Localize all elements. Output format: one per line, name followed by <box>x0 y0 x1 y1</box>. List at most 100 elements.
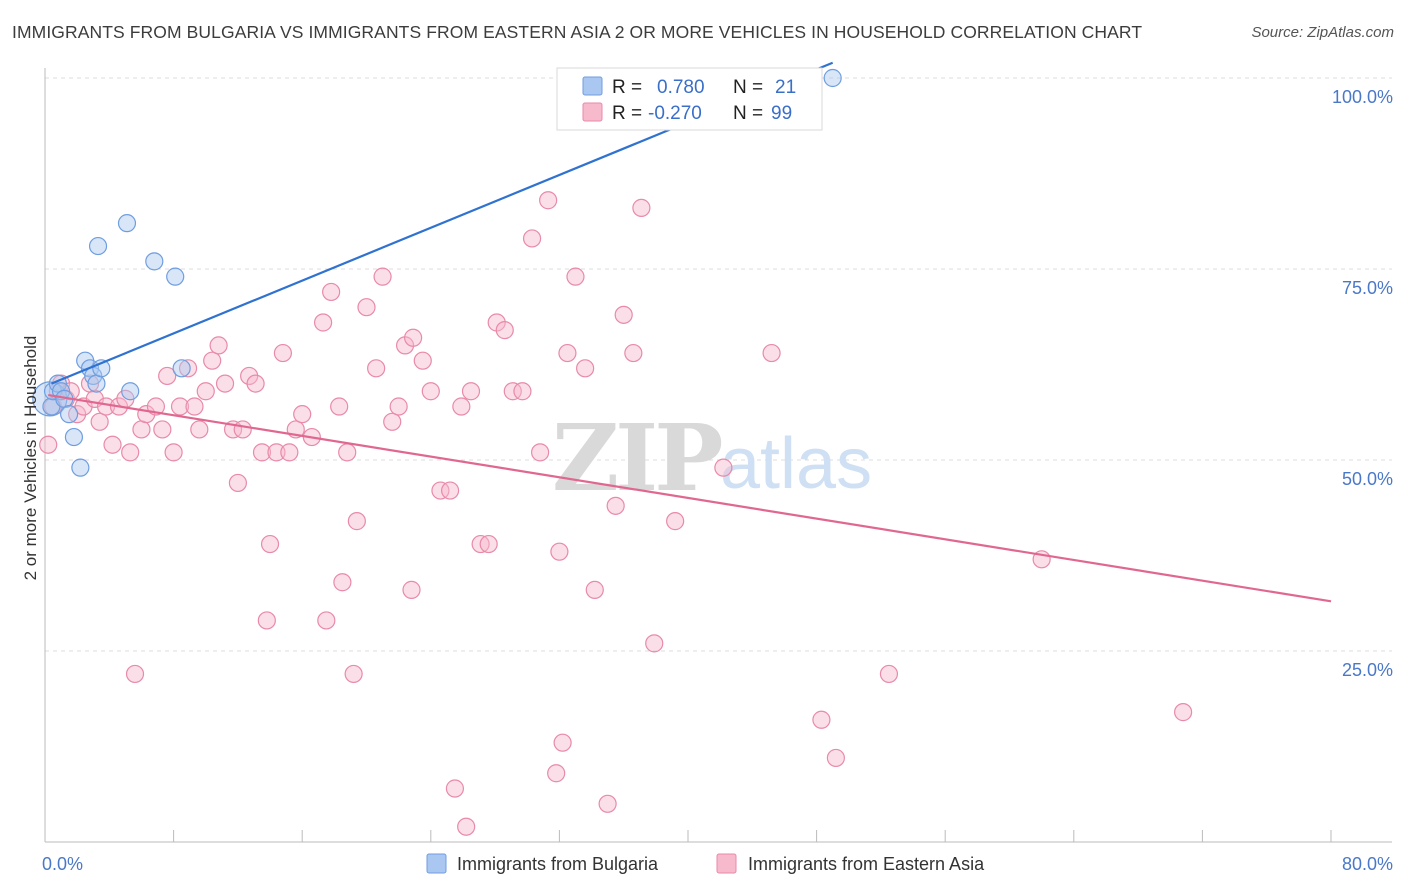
point-eastern-asia <box>178 359 198 378</box>
point-eastern-asia <box>389 397 408 416</box>
legend: Immigrants from Bulgaria Immigrants from… <box>426 853 985 874</box>
point-eastern-asia <box>550 542 569 561</box>
point-eastern-asia <box>826 748 845 768</box>
point-eastern-asia <box>103 435 122 454</box>
point-eastern-asia <box>293 405 312 424</box>
point-eastern-asia <box>513 382 532 401</box>
point-bulgaria <box>87 374 106 393</box>
point-eastern-asia <box>90 412 109 431</box>
point-eastern-asia <box>273 343 293 363</box>
stats-box: R = 0.780 N = 21 R = -0.270 N = 99 <box>556 67 823 131</box>
y-tick-label: 50.0% <box>1342 469 1393 489</box>
point-eastern-asia <box>404 328 423 347</box>
point-eastern-asia <box>495 321 514 340</box>
point-eastern-asia <box>714 458 733 477</box>
chart-title: IMMIGRANTS FROM BULGARIA VS IMMIGRANTS F… <box>12 22 1143 42</box>
point-eastern-asia <box>333 573 352 592</box>
point-eastern-asia <box>614 305 633 324</box>
point-eastern-asia <box>576 359 595 378</box>
point-eastern-asia <box>209 336 228 355</box>
stats-n-label: N = <box>733 103 763 124</box>
legend-swatch-eastern-asia <box>716 853 737 874</box>
point-eastern-asia <box>461 382 481 401</box>
point-eastern-asia <box>452 397 471 416</box>
watermark-zip: ZIP <box>552 404 721 512</box>
stats-r-value-eastern-asia: -0.270 <box>648 103 702 124</box>
stats-swatch-eastern-asia <box>582 102 603 122</box>
x-tick-label: 0.0% <box>42 854 83 874</box>
point-eastern-asia <box>267 443 286 462</box>
point-eastern-asia <box>624 343 643 363</box>
point-bulgaria <box>117 214 137 233</box>
point-eastern-asia <box>170 397 190 416</box>
stats-r-value-bulgaria: 0.780 <box>657 77 705 98</box>
point-eastern-asia <box>158 366 177 386</box>
stats-n-value-bulgaria: 21 <box>775 77 796 98</box>
y-axis-label: 2 or more Vehicles in Household <box>21 336 40 581</box>
point-eastern-asia <box>553 733 572 752</box>
point-eastern-asia <box>445 779 465 798</box>
point-eastern-asia <box>440 481 460 500</box>
point-bulgaria <box>60 405 79 424</box>
point-eastern-asia <box>252 443 272 462</box>
point-bulgaria <box>823 68 842 88</box>
point-eastern-asia <box>313 313 333 332</box>
point-eastern-asia <box>373 267 392 286</box>
point-eastern-asia <box>330 397 349 416</box>
point-eastern-asia <box>1174 703 1193 722</box>
point-eastern-asia <box>383 412 402 431</box>
point-eastern-asia <box>240 366 259 386</box>
point-eastern-asia <box>402 580 421 599</box>
gridlines <box>45 77 1392 652</box>
point-eastern-asia <box>164 443 183 462</box>
point-bulgaria <box>71 458 90 477</box>
y-tick-label: 100.0% <box>1332 87 1393 107</box>
point-eastern-asia <box>879 664 899 684</box>
legend-swatch-bulgaria <box>426 853 447 874</box>
point-eastern-asia <box>539 191 558 210</box>
point-eastern-asia <box>347 512 366 531</box>
stats-r-label: R = <box>612 77 642 98</box>
point-eastern-asia <box>203 351 222 370</box>
y-tick-label: 25.0% <box>1342 660 1393 680</box>
point-eastern-asia <box>39 435 58 454</box>
stats-n-label: N = <box>733 77 763 98</box>
point-eastern-asia <box>566 267 585 286</box>
point-eastern-asia <box>598 794 617 813</box>
point-eastern-asia <box>812 710 831 729</box>
watermark-atlas: atlas <box>720 424 872 504</box>
stats-swatch-bulgaria <box>582 76 603 96</box>
point-eastern-asia <box>632 198 651 217</box>
x-tick-label: 80.0% <box>1342 854 1393 874</box>
point-eastern-asia <box>322 282 341 302</box>
point-eastern-asia <box>338 443 357 462</box>
point-eastern-asia <box>531 443 550 462</box>
legend-label-bulgaria: Immigrants from Bulgaria <box>457 854 659 874</box>
point-eastern-asia <box>344 664 363 684</box>
point-eastern-asia <box>503 382 522 401</box>
point-eastern-asia <box>666 512 685 531</box>
point-bulgaria <box>166 267 185 286</box>
point-eastern-asia <box>233 420 252 439</box>
point-eastern-asia <box>190 420 209 439</box>
stats-r-label: R = <box>612 103 642 124</box>
point-eastern-asia <box>132 420 151 439</box>
point-eastern-asia <box>125 664 145 684</box>
point-bulgaria <box>172 359 191 378</box>
point-bulgaria <box>88 236 108 256</box>
point-eastern-asia <box>357 298 376 317</box>
point-eastern-asia <box>645 634 664 653</box>
trend-line-eastern-asia <box>48 393 1332 603</box>
point-eastern-asia <box>457 817 476 836</box>
point-eastern-asia <box>585 580 604 599</box>
point-eastern-asia <box>260 534 280 554</box>
point-eastern-asia <box>121 443 140 462</box>
point-eastern-asia <box>153 420 172 439</box>
point-eastern-asia <box>421 382 440 401</box>
stats-n-value-eastern-asia: 99 <box>771 103 792 124</box>
point-eastern-asia <box>196 382 215 401</box>
point-eastern-asia <box>257 611 276 630</box>
point-eastern-asia <box>317 611 336 630</box>
legend-label-eastern-asia: Immigrants from Eastern Asia <box>748 854 985 874</box>
